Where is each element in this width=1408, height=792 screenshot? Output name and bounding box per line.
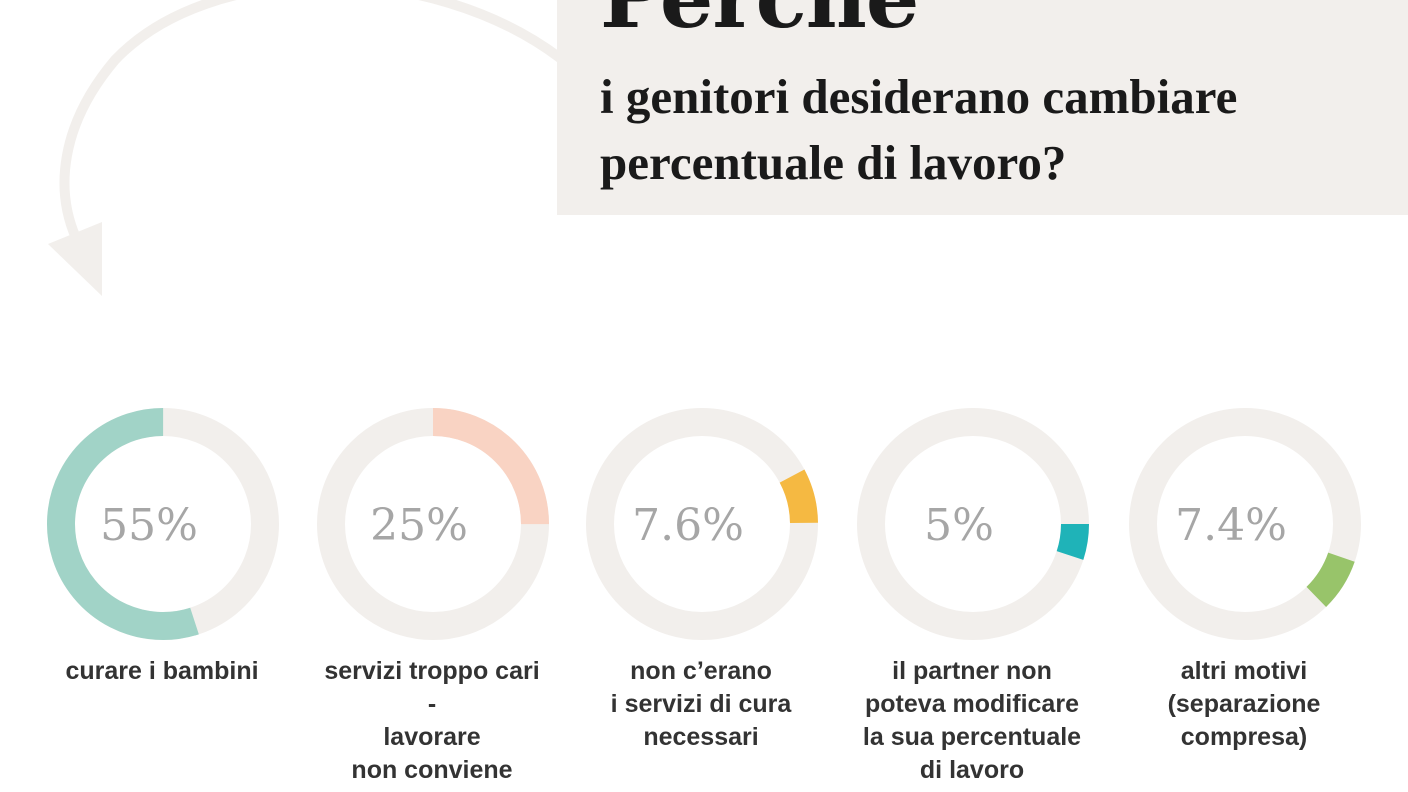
donut-1: 55% <box>47 408 279 640</box>
category-label-line: lavorare <box>383 723 481 751</box>
donut-5: 7.4% <box>1129 408 1361 640</box>
category-label: il partner non poteva modificare la sua pe… <box>847 655 1097 787</box>
donut-value-label: 25% <box>370 500 468 551</box>
category-label-line: - <box>427 690 437 718</box>
donut-value-label: 7.6% <box>632 500 744 551</box>
category-label: servizi troppo cari - lavorare non conviene <box>307 655 557 787</box>
donut-2: 25% <box>317 408 549 640</box>
page-title: Perché <box>600 0 919 40</box>
donut-segment <box>586 408 818 640</box>
category-label-line: i servizi di cura <box>610 690 792 718</box>
category-label-line: (separazione <box>1167 690 1321 718</box>
donut-value-label: 55% <box>100 500 198 551</box>
category-label-line: poteva modificare <box>865 690 1079 718</box>
category-label-line: non c’erano <box>630 657 772 685</box>
donut-segment <box>1129 408 1361 640</box>
donut-4: 5% <box>857 408 1089 640</box>
category-label-line: compresa) <box>1180 723 1308 751</box>
donut-value-label: 7.4% <box>1175 500 1287 551</box>
category-label-line: altri motivi <box>1180 657 1308 685</box>
category-label: non c’erano i servizi di cura necessari <box>576 655 826 754</box>
page-subtitle: i genitori desiderano cambiare percentua… <box>600 64 1390 196</box>
subtitle-line: i genitori desiderano cambiare <box>600 69 1238 124</box>
category-label-line: il partner non <box>892 657 1052 685</box>
category-label-line: di lavoro <box>919 756 1025 784</box>
category-label-line: la sua percentuale <box>862 723 1082 751</box>
donut-3: 7.6% <box>586 408 818 640</box>
category-label-line: necessari <box>643 723 759 751</box>
donut-segment <box>857 408 1089 640</box>
category-label-line: servizi troppo cari <box>324 657 540 685</box>
category-label-line: curare i bambini <box>65 657 259 685</box>
category-label: curare i bambini <box>37 655 287 688</box>
donut-track <box>586 408 818 640</box>
donut-segment <box>317 408 549 640</box>
title-panel <box>557 0 1408 215</box>
category-label-line: non conviene <box>351 756 513 784</box>
curved-arrow-icon <box>48 0 565 296</box>
category-label: altri motivi (separazione compresa) <box>1119 655 1369 754</box>
subtitle-line: percentuale di lavoro? <box>600 135 1067 190</box>
donut-track <box>1129 408 1361 640</box>
donut-value-label: 5% <box>924 500 994 551</box>
donut-segment <box>47 408 279 640</box>
